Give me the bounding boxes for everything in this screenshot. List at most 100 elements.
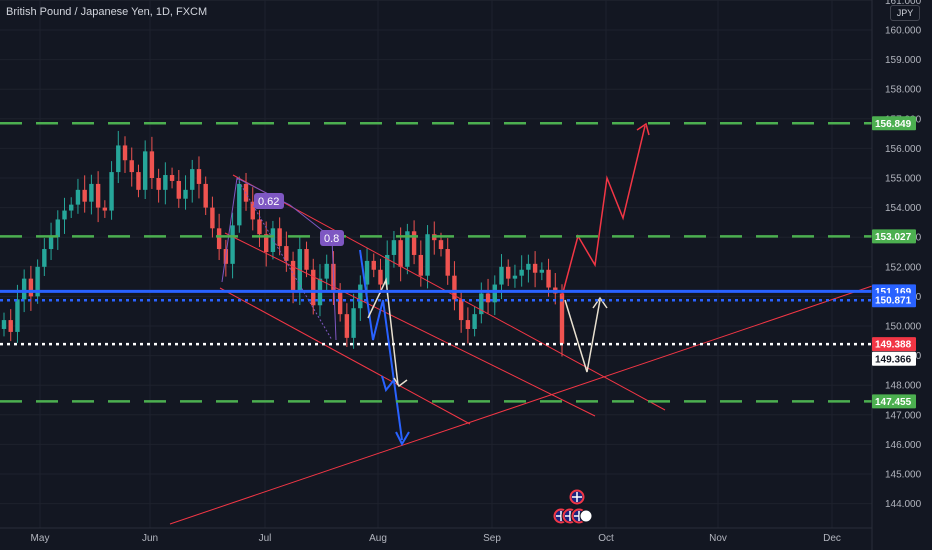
fib-labels: 0.62 0.8 (254, 193, 344, 246)
candle-body (257, 219, 262, 235)
x-tick-label: Sep (483, 533, 501, 544)
y-tick-label: 159.000 (885, 55, 922, 66)
currency-button[interactable]: JPY (890, 5, 920, 21)
candles (1, 130, 565, 357)
candle-body (95, 183, 101, 208)
red-arrow-head (636, 122, 650, 136)
x-tick-label: Dec (823, 533, 841, 544)
candle-body (418, 254, 424, 276)
x-tick-label: Jul (259, 533, 272, 544)
level-tag-label: 153.027 (875, 232, 912, 243)
candle-body (512, 275, 518, 279)
y-tick-label: 158.000 (885, 85, 922, 96)
level-tag-label: 150.871 (875, 296, 912, 307)
candle-body (196, 169, 202, 184)
candle-body (210, 207, 215, 229)
level-tag-bg (872, 229, 916, 244)
candle-body (371, 260, 376, 270)
white-projection-path[interactable] (367, 277, 399, 386)
y-tick-label: 145.000 (885, 470, 922, 481)
candle-body (277, 228, 282, 247)
drawings-layer (169, 122, 876, 525)
y-tick-label: 146.000 (885, 440, 922, 451)
candle-body (465, 320, 471, 329)
ascending-trendline[interactable] (169, 284, 876, 525)
candle-body (62, 210, 67, 220)
candle-body (75, 189, 81, 205)
y-tick-label: 160.000 (885, 26, 922, 37)
level-tag-label: 147.455 (875, 397, 912, 408)
x-tick-label: Nov (709, 533, 727, 544)
candle-body (519, 269, 524, 276)
candle-body (405, 231, 410, 267)
candle-body (344, 314, 350, 338)
candle-body (35, 266, 40, 297)
y-tick-label: 148.000 (885, 381, 922, 392)
candle-body (391, 240, 397, 255)
blue-projection-path[interactable] (359, 249, 403, 441)
event-flags[interactable] (552, 488, 593, 525)
candle-body (176, 180, 181, 199)
y-tick-label: 150.000 (885, 322, 922, 333)
candle-body (311, 269, 316, 306)
x-tick-label: Aug (369, 533, 387, 544)
horizontal-levels (0, 122, 872, 403)
candle-body (42, 249, 47, 267)
candle-body (116, 145, 121, 173)
candle-body (532, 263, 538, 273)
x-axis: May Jun Jul Aug Sep Oct Nov Dec (0, 527, 872, 544)
level-tag-bg (872, 293, 916, 308)
level-tag-label: 156.849 (875, 119, 912, 130)
candle-body (559, 293, 565, 344)
candle-body (28, 278, 34, 297)
candle-body (284, 246, 289, 261)
candle-body (492, 284, 497, 303)
candle-body (216, 228, 222, 250)
level-tag-bg (872, 394, 916, 409)
candle-body (21, 278, 27, 300)
channel-middle-line[interactable] (224, 232, 596, 417)
blue-arrow-head (395, 431, 410, 447)
candle-body (539, 269, 545, 273)
red-projection-path[interactable] (561, 125, 646, 297)
candle-body (526, 263, 531, 270)
candle-body (499, 266, 504, 285)
uk-flag-icon (568, 488, 586, 506)
y-tick-label: 156.000 (885, 144, 922, 155)
blue-arrow-head-mid (381, 375, 395, 393)
candle-body (237, 183, 242, 226)
candle-body (15, 299, 20, 332)
symbol-title[interactable]: British Pound / Japanese Yen, 1D, FXCM (6, 6, 208, 18)
y-tick-label: 144.000 (885, 499, 922, 510)
candle-body (156, 178, 161, 190)
fib-label-bg (320, 230, 344, 246)
channel-lower-line[interactable] (219, 287, 471, 425)
candle-body (546, 269, 551, 288)
x-tick-label: Jun (142, 533, 158, 544)
fib-label: 0.8 (324, 233, 339, 245)
fib-pattern-outline[interactable] (221, 177, 337, 341)
candle-body (82, 189, 87, 202)
candle-body (136, 172, 141, 190)
candle-body (183, 189, 188, 199)
current-price-label: 149.366 (875, 354, 912, 365)
candle-body (163, 175, 168, 190)
candle-body (506, 266, 511, 279)
flag-more-badge (579, 509, 593, 523)
candle-body (358, 284, 363, 309)
candle-body (425, 234, 430, 276)
fib-label: 0.62 (258, 196, 279, 208)
white-projection-path-2[interactable] (564, 299, 601, 373)
candle-body (142, 151, 148, 190)
candle-body (445, 249, 450, 276)
white-arrow-head-1 (393, 377, 408, 388)
candle-body (263, 234, 269, 252)
level-tag-bg (872, 116, 916, 131)
white-arrow-head-2 (592, 296, 608, 309)
candle-body (109, 172, 114, 211)
candle-body (149, 151, 155, 178)
candle-body (479, 293, 484, 315)
